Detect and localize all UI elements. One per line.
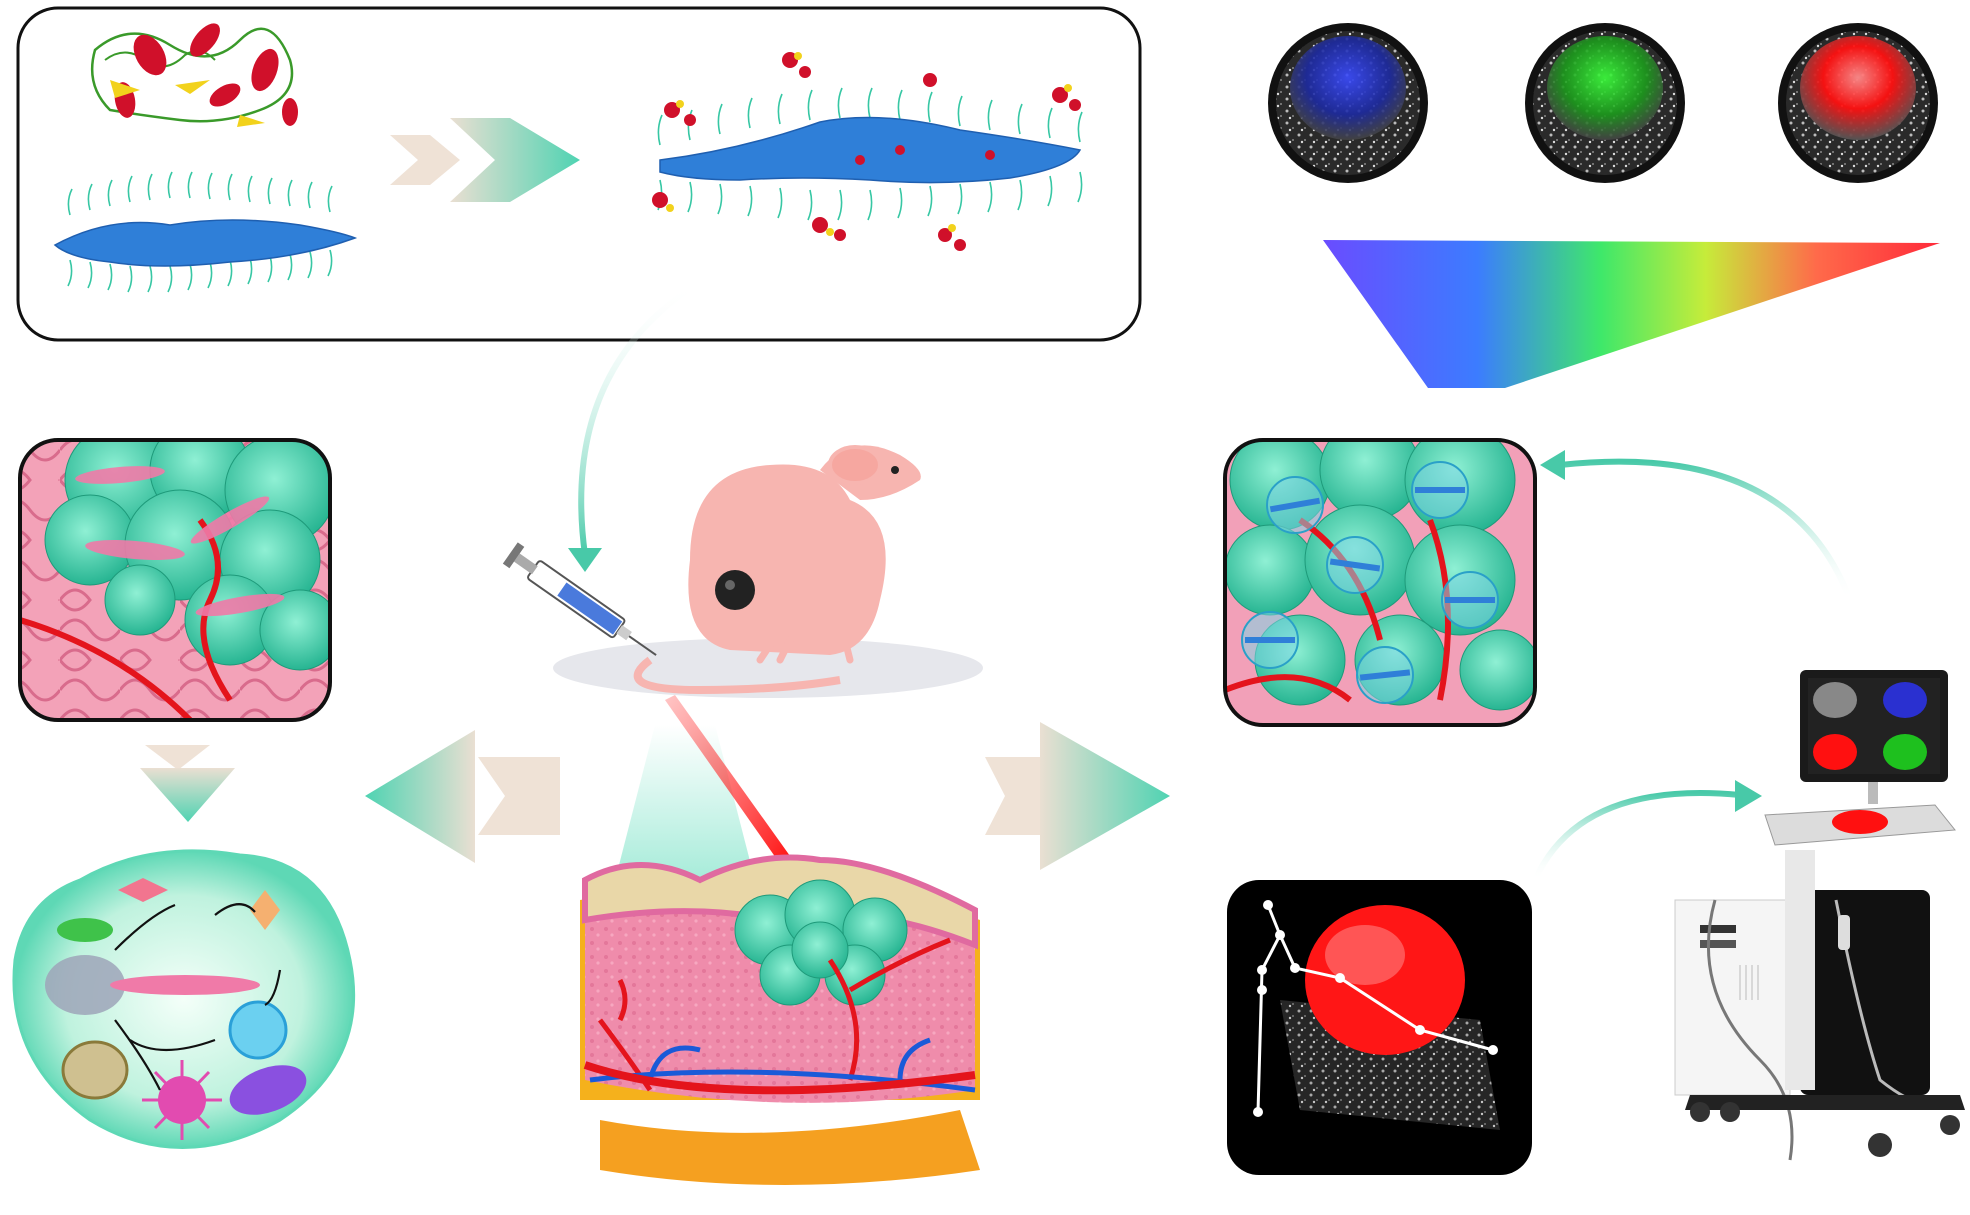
fluorescence-green-image	[1525, 23, 1685, 183]
3d-ultrasound-measurement-panel	[1227, 880, 1532, 1175]
down-arrow	[140, 745, 235, 822]
intensity-gradient-wedge	[1323, 240, 1940, 388]
left-direction-arrows	[365, 730, 560, 863]
process-arrow	[390, 118, 580, 202]
synthesis-panel	[16, 6, 1142, 342]
mouse-icon	[553, 445, 983, 698]
protein-structure-icon	[90, 23, 298, 127]
imaging-return-arrow	[1559, 458, 1853, 602]
ultrasound-scanner-icon	[1674, 670, 1965, 1161]
injection-arrow	[578, 279, 702, 556]
scanner-arrow	[1532, 790, 1741, 882]
tumor-cell-uptake-panel	[18, 438, 332, 722]
syringe-icon	[502, 542, 657, 656]
functionalized-nanosheet-icon	[652, 52, 1083, 251]
nanosheet-tumor-accumulation-panel	[1223, 438, 1537, 727]
laser-beam-icon	[665, 695, 800, 878]
right-direction-arrows	[985, 722, 1170, 870]
fluorescence-blue-image	[1268, 23, 1428, 183]
fluorescence-red-image	[1778, 23, 1938, 183]
nanosheet-icon	[53, 171, 358, 293]
cell-organelle-diagram	[12, 849, 356, 1149]
skin-tumor-block-icon	[580, 854, 980, 1185]
